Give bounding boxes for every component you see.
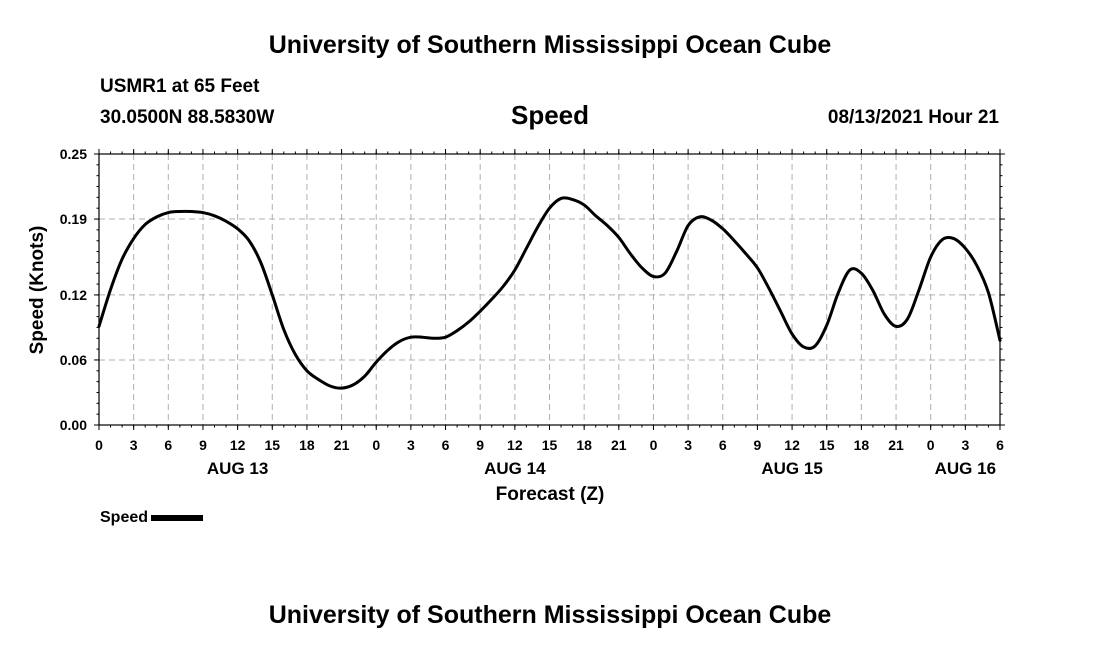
x-tick-label: 0 [372, 437, 380, 453]
y-tick-label: 0.19 [60, 211, 87, 227]
x-tick-label: 9 [476, 437, 484, 453]
date-label: 08/13/2021 Hour 21 [827, 107, 999, 128]
x-axis-label: Forecast (Z) [496, 484, 605, 505]
x-tick-label: 0 [95, 437, 103, 453]
chart-title-bottom: University of Southern Mississippi Ocean… [268, 601, 832, 629]
x-tick-label: 18 [299, 437, 315, 453]
variable-title: Speed [510, 100, 590, 130]
date-label: AUG 15 [761, 459, 822, 478]
x-tick-label: 6 [719, 437, 727, 453]
y-axis: 0.00 0.06 0.12 0.19 0.25 [60, 146, 1005, 433]
x-tick-label: 0 [927, 437, 935, 453]
x-tick-label: 3 [684, 437, 692, 453]
x-tick-label: 12 [784, 437, 800, 453]
x-tick-label: 6 [442, 437, 450, 453]
x-tick-label: 21 [888, 437, 904, 453]
y-axis-label: Speed (Knots) [27, 226, 48, 355]
legend-label: Speed [100, 509, 149, 526]
x-tick-label: 18 [576, 437, 592, 453]
y-tick-label: 0.12 [60, 287, 87, 303]
date-label: AUG 16 [935, 459, 996, 478]
x-tick-label: 21 [334, 437, 350, 453]
x-tick-label: 12 [507, 437, 523, 453]
x-axis: 0 3 6 9 12 15 18 21 0 3 6 9 12 15 18 21 0 3 6 9 12 15 18 21 0 3 6 [95, 149, 1004, 453]
x-tick-label: 18 [854, 437, 870, 453]
x-tick-label: 15 [542, 437, 558, 453]
x-tick-label: 6 [164, 437, 172, 453]
y-tick-label: 0.06 [60, 352, 87, 368]
legend: Speed [100, 509, 204, 527]
grid [99, 154, 1000, 425]
coordinates-label: 30.0500N 88.5830W [100, 107, 275, 128]
x-tick-label: 15 [264, 437, 280, 453]
date-label: AUG 13 [207, 459, 268, 478]
speed-series-line [97, 196, 1002, 390]
y-tick-label: 0.00 [60, 417, 87, 433]
station-label: USMR1 at 65 Feet [100, 76, 260, 97]
chart-title-top: University of Southern Mississippi Ocean… [268, 31, 832, 59]
x-tick-label: 9 [199, 437, 207, 453]
x-tick-label: 3 [961, 437, 969, 453]
x-tick-label: 3 [130, 437, 138, 453]
x-tick-label: 12 [230, 437, 246, 453]
x-tick-label: 21 [611, 437, 627, 453]
y-tick-label: 0.25 [60, 146, 87, 162]
x-tick-label: 9 [754, 437, 762, 453]
legend-swatch [151, 514, 204, 521]
x-tick-label: 15 [819, 437, 835, 453]
date-labels: AUG 13 AUG 14 AUG 15 AUG 16 [207, 459, 996, 478]
x-tick-label: 6 [996, 437, 1004, 453]
x-tick-label: 0 [650, 437, 658, 453]
date-label: AUG 14 [484, 459, 546, 478]
x-tick-label: 3 [407, 437, 415, 453]
